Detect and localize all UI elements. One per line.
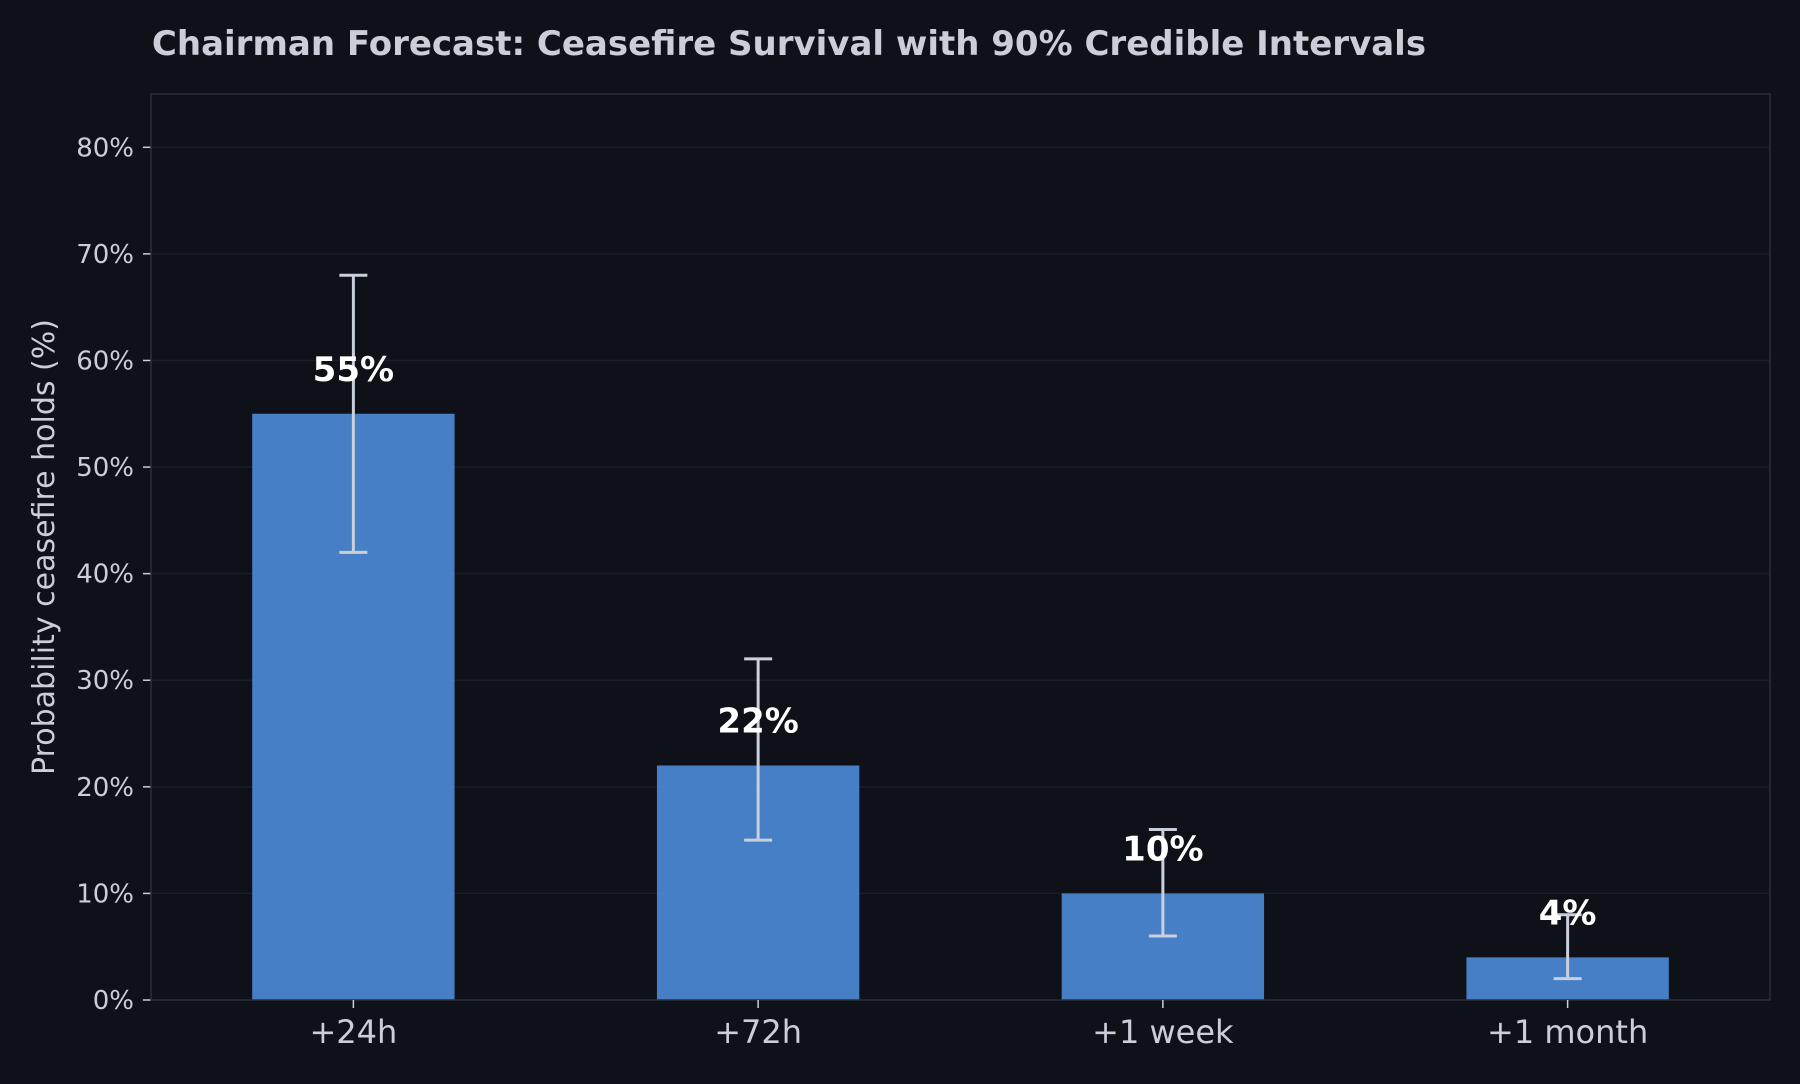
x-axis: +24h +72h +1 week +1 month bbox=[309, 1000, 1648, 1051]
y-tick-label: 80% bbox=[76, 133, 134, 163]
y-tick-label: 10% bbox=[76, 879, 134, 909]
value-label: 4% bbox=[1539, 894, 1597, 934]
error-bars bbox=[339, 273, 1582, 981]
y-tick-label: 50% bbox=[76, 453, 134, 483]
value-label: 55% bbox=[313, 350, 394, 390]
value-labels: 55% 22% 10% 4% bbox=[313, 350, 1597, 934]
y-axis-label: Probability ceasefire holds (%) bbox=[27, 319, 62, 775]
y-axis: 0% 10% 20% 30% 40% 50% 60% 70% 80% bbox=[76, 93, 1771, 1016]
x-tick-label: +1 week bbox=[1092, 1013, 1234, 1051]
y-tick-label: 20% bbox=[76, 773, 134, 803]
x-tick-label: +72h bbox=[714, 1013, 802, 1051]
x-tick-label: +24h bbox=[309, 1013, 397, 1051]
value-label: 22% bbox=[717, 702, 798, 742]
y-tick-label: 30% bbox=[76, 666, 134, 696]
y-tick-label: 70% bbox=[76, 240, 134, 270]
y-tick-label: 60% bbox=[76, 346, 134, 376]
y-tick-label: 0% bbox=[93, 986, 134, 1016]
plot-frame bbox=[150, 93, 1771, 1001]
x-tick-label: +1 month bbox=[1487, 1013, 1648, 1051]
y-tick-label: 40% bbox=[76, 560, 134, 590]
bars bbox=[252, 413, 1669, 1000]
value-label: 10% bbox=[1122, 830, 1203, 870]
chart-title: Chairman Forecast: Ceasefire Survival wi… bbox=[152, 24, 1426, 64]
